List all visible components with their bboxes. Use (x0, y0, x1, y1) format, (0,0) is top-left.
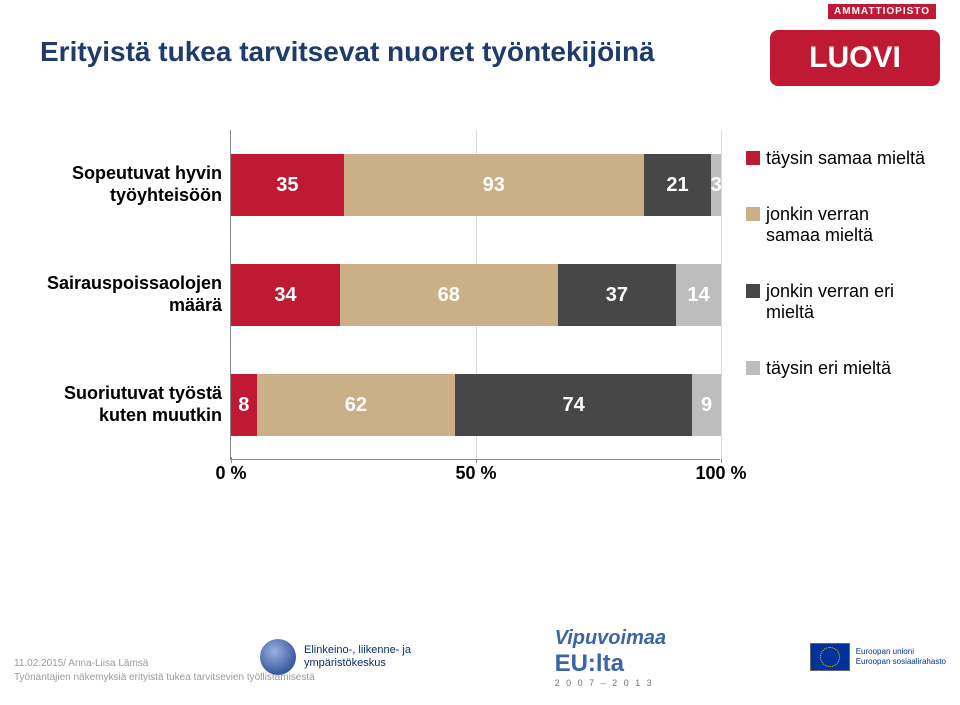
legend-label: jonkin verran erimieltä (766, 281, 894, 324)
legend-label: täysin eri mieltä (766, 358, 891, 380)
eu-flag-icon (810, 643, 850, 671)
bar-segment: 93 (344, 154, 644, 216)
legend-swatch (746, 151, 760, 165)
bar-segment: 34 (231, 264, 340, 326)
legend: täysin samaa mieltä jonkin verransamaa mi… (746, 148, 946, 414)
x-tick-label: 0 % (215, 463, 246, 484)
bar-row: 862749 (231, 374, 721, 436)
legend-item: jonkin verransamaa mieltä (746, 204, 946, 247)
bar-segment: 37 (558, 264, 676, 326)
elke-logo: Elinkeino-, liikenne- ja ympäristökeskus (260, 639, 411, 675)
legend-label: jonkin verransamaa mieltä (766, 204, 873, 247)
bar-segment: 9 (692, 374, 721, 436)
category-label: Sopeutuvat hyvin työyhteisöön (72, 163, 222, 206)
globe-icon (260, 639, 296, 675)
bar-segment: 8 (231, 374, 257, 436)
bar-segment: 35 (231, 154, 344, 216)
plot-area: 0 %50 %100 % 359321334683714862749 (230, 130, 720, 460)
page-title: Erityistä tukea tarvitsevat nuoret työnt… (40, 36, 655, 68)
brand-subtext: AMMATTIOPISTO (828, 4, 936, 19)
chart: Sopeutuvat hyvin työyhteisöön Sairauspoi… (30, 130, 740, 510)
legend-label: täysin samaa mieltä (766, 148, 925, 170)
x-tick-label: 100 % (695, 463, 746, 484)
x-tick-label: 50 % (455, 463, 496, 484)
bar-segment: 62 (257, 374, 456, 436)
legend-item: täysin samaa mieltä (746, 148, 946, 170)
bar-row: 3593213 (231, 154, 721, 216)
legend-item: jonkin verran erimieltä (746, 281, 946, 324)
category-label: Sairauspoissaolojen määrä (47, 273, 222, 316)
legend-swatch (746, 284, 760, 298)
bar-row: 34683714 (231, 264, 721, 326)
footer-logos: Elinkeino-, liikenne- ja ympäristökeskus… (260, 627, 946, 687)
bar-segment: 3 (711, 154, 721, 216)
bar-segment: 68 (340, 264, 558, 326)
bar-segment: 74 (455, 374, 692, 436)
bar-segment: 21 (644, 154, 712, 216)
vipuvoimaa-logo: Vipuvoimaa EU:lta 2 0 0 7 – 2 0 1 3 (555, 627, 667, 688)
brand-name: LUOVI (770, 30, 940, 86)
brand-logo: AMMATTIOPISTO LUOVI (770, 0, 940, 90)
y-axis-labels: Sopeutuvat hyvin työyhteisöön Sairauspoi… (30, 130, 230, 460)
legend-swatch (746, 207, 760, 221)
category-label: Suoriutuvat työstä kuten muutkin (64, 383, 222, 426)
legend-item: täysin eri mieltä (746, 358, 946, 380)
x-axis: 0 %50 %100 % (231, 463, 720, 487)
legend-swatch (746, 361, 760, 375)
eu-logo: Euroopan unioni Euroopan sosiaalirahasto (810, 643, 946, 671)
bar-segment: 14 (676, 264, 721, 326)
